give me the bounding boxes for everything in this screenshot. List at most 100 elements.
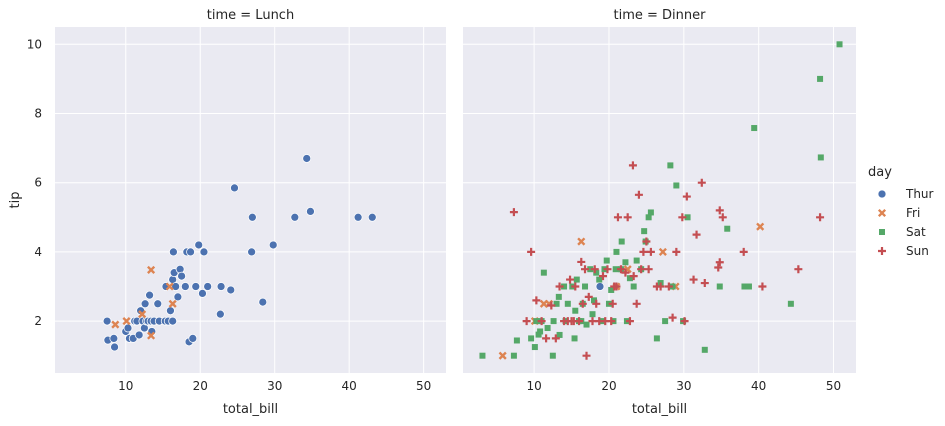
data-point [673,182,680,189]
data-point [625,317,634,326]
data-point [680,317,689,326]
data-point [199,247,209,257]
data-point [646,247,655,256]
data-point [668,313,677,322]
plot-area-background [463,27,856,373]
data-point [787,300,794,307]
x-tick-label: 40 [342,379,357,393]
data-point [581,265,590,274]
data-point [608,299,617,308]
legend-marker [878,247,886,255]
data-point [612,266,619,273]
data-point [173,292,183,302]
data-point [302,154,312,163]
data-point [584,292,593,301]
x-axis-label: total_bill [223,402,278,417]
data-point [353,212,363,222]
data-point [642,237,651,246]
data-point [145,290,154,300]
data-point [595,282,605,291]
data-point [171,282,181,291]
x-tick-label: 50 [826,379,841,393]
data-point [598,272,607,281]
panel-title: time = Lunch [207,8,294,23]
legend-entry-sun: Sun [878,244,929,258]
data-point [367,212,377,222]
data-point [634,190,643,199]
data-point [110,342,119,352]
data-point [561,283,568,290]
data-point [656,282,665,291]
data-point [102,316,112,326]
data-point [532,296,541,305]
data-point [591,297,597,304]
data-point [537,317,546,326]
data-point [147,265,156,274]
panel-dinner: 10 20 30 40 50 time = Dinner total_bill [463,8,856,417]
data-point [667,162,674,169]
data-point [756,222,765,231]
data-point [509,208,518,217]
x-tick-label: 40 [751,379,766,393]
data-point [672,247,681,256]
data-point [169,247,178,257]
data-point [564,300,571,307]
data-point [618,238,625,245]
data-point [592,299,601,308]
data-point [817,75,824,82]
data-point [664,282,673,291]
data-point [758,282,767,291]
legend-marker [877,208,887,218]
data-point [123,323,133,333]
data-point [555,293,562,300]
data-point [537,328,544,335]
data-point [645,214,652,221]
x-tick-label: 10 [118,379,133,393]
panel-lunch: 10 20 30 40 50 2 4 6 8 10 time = Lunch total_bill ti… [8,8,446,417]
data-point [745,283,752,290]
data-point [701,346,708,353]
data-point [549,352,556,359]
data-point [498,351,507,360]
series-sun [509,161,825,360]
plot-area-background [55,27,446,373]
data-point [715,206,724,215]
data-point [216,282,226,291]
legend-label: Fri [906,206,920,220]
data-point [616,265,625,274]
data-point [198,289,207,298]
data-point [140,299,150,309]
data-point [577,257,586,266]
x-tick-label: 20 [601,379,616,393]
data-point [547,301,556,310]
data-point [692,230,701,239]
data-point [613,248,620,255]
data-point [607,317,616,326]
data-point [590,265,599,274]
data-point [622,259,629,266]
legend-label: Sat [906,225,926,239]
data-point [533,318,540,325]
data-point [700,279,709,288]
x-tick-label: 30 [676,379,691,393]
data-point [644,265,653,274]
x-axis-label: total_bill [632,402,687,417]
data-point [603,265,612,274]
data-point [153,299,163,309]
data-point [608,286,615,293]
data-point [168,316,178,326]
data-point [682,192,691,201]
data-point [629,272,638,281]
data-point [177,271,186,281]
y-tick-label: 8 [34,107,42,121]
data-point [715,258,724,267]
data-point [527,247,536,256]
data-point [623,213,632,222]
data-point [637,265,646,274]
data-point [751,125,758,132]
data-point [566,275,575,284]
data-point [630,283,637,290]
data-point [621,268,630,277]
series-thur [102,154,377,352]
